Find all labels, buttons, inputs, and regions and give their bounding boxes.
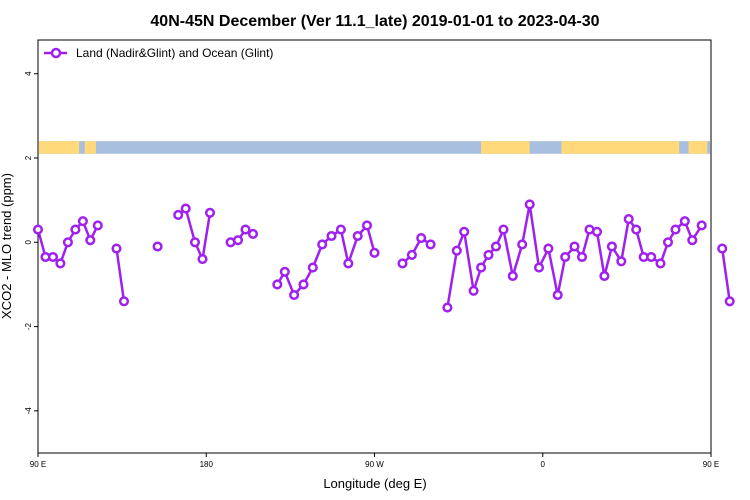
x-axis-label: Longitude (deg E) xyxy=(323,476,426,491)
x-tick-label: 90 E xyxy=(30,460,46,469)
data-point xyxy=(317,239,328,250)
land-band xyxy=(481,141,530,154)
data-point xyxy=(152,241,163,252)
series-line xyxy=(115,248,126,302)
data-point xyxy=(543,243,554,254)
x-tick-label: 90 W xyxy=(365,460,384,469)
data-point xyxy=(490,241,502,252)
land-band xyxy=(561,141,680,154)
legend-label: Land (Nadir&Glint) and Ocean (Glint) xyxy=(76,46,273,60)
data-point xyxy=(55,258,66,269)
data-point xyxy=(576,251,588,263)
y-axis-label: XCO2 - MLO trend (ppm) xyxy=(0,173,14,319)
data-point xyxy=(361,220,373,231)
data-point xyxy=(232,235,244,246)
data-point xyxy=(118,296,130,307)
land-band xyxy=(39,141,80,154)
data-point xyxy=(655,258,666,269)
data-point xyxy=(240,224,251,235)
land-band xyxy=(688,141,708,154)
series-line xyxy=(401,236,432,265)
data-point xyxy=(425,239,436,250)
land-ocean-strip xyxy=(39,141,710,154)
data-point xyxy=(569,241,580,252)
data-point xyxy=(476,262,487,273)
chart-title: 40N-45N December (Ver 11.1_late) 2019-01… xyxy=(150,13,599,30)
data-point xyxy=(343,258,354,269)
data-point xyxy=(524,199,535,210)
y-tick-label: -2 xyxy=(24,322,33,330)
data-point xyxy=(47,251,59,263)
data-point xyxy=(670,224,681,235)
data-point xyxy=(111,243,122,254)
x-tick-label: 180 xyxy=(200,460,214,469)
data-point xyxy=(679,216,690,227)
legend: Land (Nadir&Glint) and Ocean (Glint) xyxy=(44,46,273,60)
data-point xyxy=(560,251,571,263)
data-point xyxy=(204,207,216,218)
data-point xyxy=(335,224,346,235)
data-point xyxy=(662,237,674,248)
data-point xyxy=(533,262,545,273)
data-point xyxy=(591,226,603,237)
y-axis: -4 -2 0 2 4 xyxy=(24,71,38,414)
y-tick-label: -4 xyxy=(24,407,33,415)
data-point xyxy=(606,241,617,252)
data-point xyxy=(70,224,81,235)
data-point xyxy=(189,237,201,248)
data-point xyxy=(32,224,44,235)
data-point xyxy=(687,235,698,246)
y-tick-label: 4 xyxy=(24,71,33,76)
data-point xyxy=(369,247,380,258)
data-point xyxy=(416,233,427,244)
data-point xyxy=(696,220,707,231)
series-line xyxy=(720,248,731,302)
data-point xyxy=(77,216,88,227)
data-point xyxy=(92,220,103,231)
legend-marker xyxy=(50,47,62,59)
data-point xyxy=(483,249,494,260)
data-point xyxy=(459,226,470,237)
data-point xyxy=(552,289,563,301)
data-point xyxy=(247,228,259,239)
data-point xyxy=(442,302,453,313)
data-point xyxy=(599,270,610,282)
data-point xyxy=(397,258,408,269)
ocean-band xyxy=(39,141,710,154)
data-point xyxy=(298,279,309,290)
data-point xyxy=(197,254,208,265)
data-point xyxy=(623,214,634,225)
data-point xyxy=(352,230,363,242)
data-point xyxy=(406,249,417,260)
data-point xyxy=(62,237,73,248)
y-tick-label: 2 xyxy=(24,155,33,160)
data-point xyxy=(279,266,290,277)
data-point xyxy=(180,203,191,214)
data-point xyxy=(646,251,657,263)
data-point xyxy=(724,296,735,307)
data-point xyxy=(326,230,337,242)
data-point xyxy=(451,245,462,256)
y-tick-label: 0 xyxy=(24,240,33,245)
data-point xyxy=(517,239,528,250)
data-point xyxy=(468,285,479,296)
data-point xyxy=(272,279,283,290)
series-layer xyxy=(32,199,735,313)
data-point xyxy=(498,224,509,235)
data-point xyxy=(717,243,728,254)
x-tick-label: 90 E xyxy=(703,460,719,469)
x-axis: 90 E 180 90 W 0 90 E xyxy=(30,453,719,469)
data-point xyxy=(173,209,184,220)
data-point xyxy=(631,224,642,235)
data-point xyxy=(85,235,96,246)
data-point xyxy=(289,289,300,301)
x-tick-label: 0 xyxy=(541,460,546,469)
land-band xyxy=(84,141,96,154)
data-point xyxy=(616,256,627,267)
data-point xyxy=(507,270,518,282)
data-point xyxy=(307,262,318,273)
